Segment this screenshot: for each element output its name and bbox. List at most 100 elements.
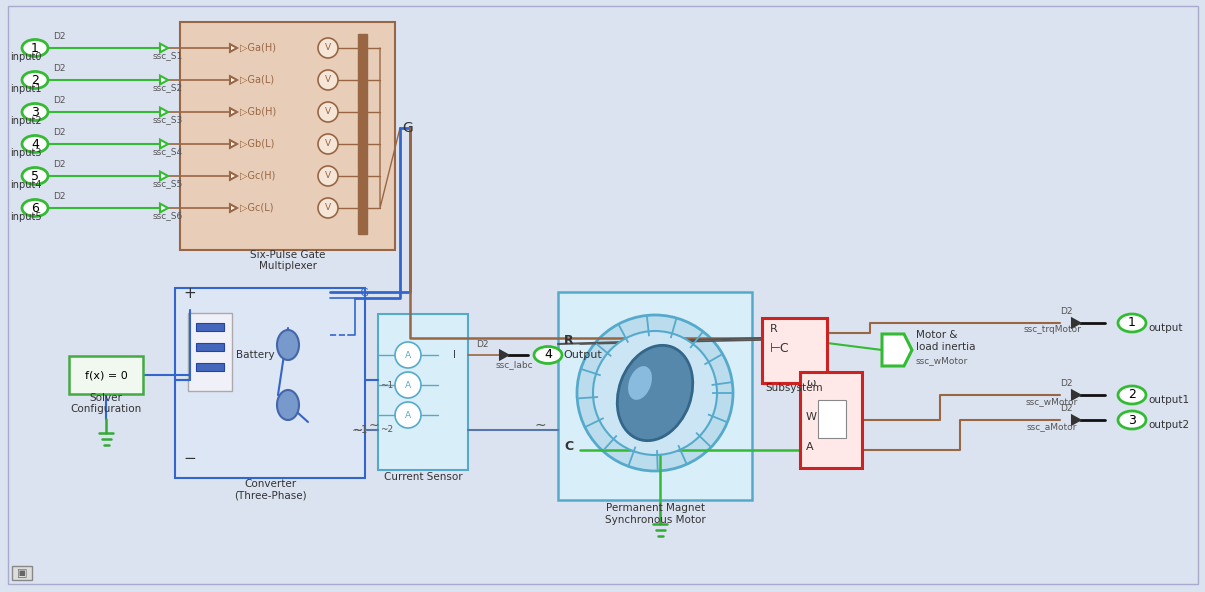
Polygon shape [230, 76, 237, 84]
Polygon shape [1072, 391, 1080, 400]
Circle shape [593, 331, 717, 455]
Ellipse shape [22, 72, 48, 88]
Ellipse shape [1118, 314, 1146, 332]
Text: Configuration: Configuration [70, 404, 142, 414]
Polygon shape [230, 44, 237, 52]
Polygon shape [160, 108, 167, 117]
Text: input4: input4 [11, 180, 42, 190]
Text: ∼1: ∼1 [354, 425, 368, 435]
Bar [196, 363, 224, 371]
Polygon shape [160, 44, 167, 53]
Bar [12, 566, 33, 580]
FancyBboxPatch shape [188, 313, 233, 391]
Text: 5: 5 [31, 169, 39, 182]
FancyBboxPatch shape [378, 314, 468, 470]
Text: C: C [564, 440, 574, 453]
Text: Multiplexer: Multiplexer [259, 261, 317, 271]
Text: ssc_S4: ssc_S4 [153, 147, 183, 156]
Text: D2: D2 [1060, 307, 1072, 316]
Text: input2: input2 [10, 116, 42, 126]
Text: input1: input1 [11, 84, 42, 94]
Text: output2: output2 [1148, 420, 1189, 430]
Text: Motor &: Motor & [916, 330, 958, 340]
Text: Synchronous Motor: Synchronous Motor [605, 515, 705, 525]
Text: load inertia: load inertia [916, 342, 976, 352]
Text: (Three-Phase): (Three-Phase) [234, 490, 306, 500]
Polygon shape [230, 172, 237, 180]
Text: ssc_trqMotor: ssc_trqMotor [1023, 325, 1081, 334]
FancyBboxPatch shape [558, 292, 752, 500]
Circle shape [577, 315, 733, 471]
Text: Six-Pulse Gate: Six-Pulse Gate [249, 250, 325, 260]
Text: V: V [325, 76, 331, 85]
Circle shape [395, 342, 421, 368]
Text: Subsystem: Subsystem [765, 383, 823, 393]
Text: V: V [325, 43, 331, 53]
Text: ▷Gb(H): ▷Gb(H) [240, 107, 276, 117]
Circle shape [318, 166, 337, 186]
Ellipse shape [277, 330, 299, 360]
Text: D2: D2 [476, 340, 488, 349]
Text: output: output [1148, 323, 1182, 333]
Bar [196, 343, 224, 351]
Text: ssc_wMotor: ssc_wMotor [1025, 397, 1078, 406]
Polygon shape [1072, 416, 1080, 424]
FancyBboxPatch shape [8, 6, 1198, 584]
Text: ▷Ga(H): ▷Ga(H) [240, 43, 276, 53]
Polygon shape [230, 140, 237, 148]
Text: 3: 3 [31, 105, 39, 118]
Text: V: V [325, 172, 331, 181]
Text: ▷Gc(H): ▷Gc(H) [240, 171, 276, 181]
Text: ~2: ~2 [380, 426, 393, 435]
Text: V: V [325, 140, 331, 149]
Text: ssc_wMotor: ssc_wMotor [916, 356, 969, 365]
Text: ssc_S6: ssc_S6 [153, 211, 183, 220]
Text: ∼: ∼ [369, 419, 380, 432]
Text: A: A [405, 381, 411, 390]
FancyBboxPatch shape [69, 356, 143, 394]
Polygon shape [160, 140, 167, 149]
Circle shape [395, 372, 421, 398]
Bar [196, 323, 224, 331]
Text: ⊢C: ⊢C [770, 342, 789, 355]
Ellipse shape [22, 40, 48, 56]
Ellipse shape [277, 390, 299, 420]
Text: R: R [770, 324, 777, 334]
Polygon shape [230, 108, 237, 116]
Text: output1: output1 [1148, 395, 1189, 405]
Text: Output: Output [563, 350, 601, 360]
Text: D2: D2 [53, 128, 65, 137]
FancyBboxPatch shape [762, 318, 827, 383]
Text: ∼: ∼ [534, 418, 546, 432]
Text: input0: input0 [11, 52, 42, 62]
Text: ssc_aMotor: ssc_aMotor [1027, 422, 1077, 431]
Polygon shape [230, 204, 237, 212]
Text: V: V [325, 108, 331, 117]
Text: ▣: ▣ [17, 568, 28, 578]
Text: 3: 3 [1128, 413, 1136, 426]
Text: Current Sensor: Current Sensor [383, 472, 463, 482]
Text: 1: 1 [31, 41, 39, 54]
Text: D2: D2 [1060, 404, 1072, 413]
Polygon shape [160, 76, 167, 85]
Text: D2: D2 [1060, 379, 1072, 388]
Ellipse shape [1118, 411, 1146, 429]
Circle shape [395, 402, 421, 428]
Text: 4: 4 [31, 137, 39, 150]
Text: ▷Gc(L): ▷Gc(L) [240, 203, 274, 213]
Text: D2: D2 [53, 160, 65, 169]
Text: input3: input3 [11, 148, 42, 158]
Text: −: − [183, 451, 195, 466]
Text: V: V [325, 204, 331, 213]
Text: ~1: ~1 [380, 381, 393, 390]
Text: 4: 4 [545, 349, 552, 362]
Circle shape [318, 70, 337, 90]
FancyBboxPatch shape [175, 288, 365, 478]
Text: W: W [806, 412, 817, 422]
FancyBboxPatch shape [180, 22, 395, 250]
Ellipse shape [1118, 386, 1146, 404]
Circle shape [318, 38, 337, 58]
Text: I: I [453, 350, 455, 360]
Text: G: G [402, 121, 413, 135]
Text: D2: D2 [53, 192, 65, 201]
